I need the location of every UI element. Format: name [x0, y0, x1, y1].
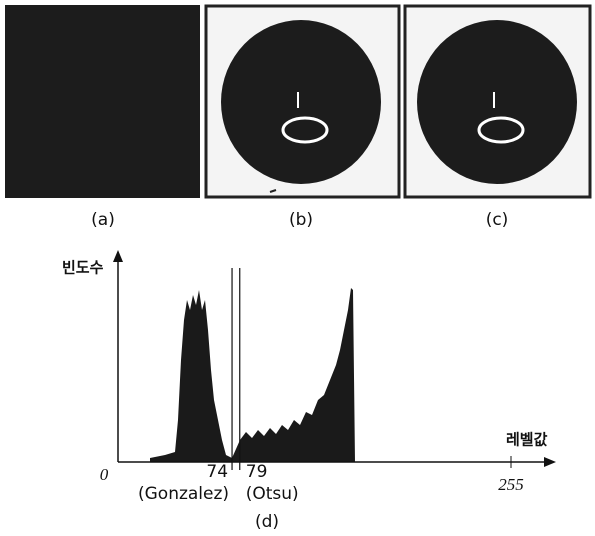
x-tick-label: 255	[498, 475, 524, 494]
x-arrow	[544, 457, 556, 467]
x-tick-label: 79	[246, 462, 268, 482]
threshold-name: (Gonzalez)	[138, 484, 229, 504]
image-c	[405, 6, 590, 197]
x-tick-label: 0	[100, 465, 109, 484]
image-b	[206, 6, 399, 197]
y-axis-label: 빈도수	[62, 259, 104, 277]
label-c: (c)	[486, 210, 509, 230]
y-arrow	[113, 250, 123, 262]
x-tick-label: 74	[206, 462, 228, 482]
label-a: (a)	[91, 210, 115, 230]
image-a	[5, 5, 200, 198]
figure: (a) (b) (c) 빈도수 레벨값 (d) 0 74(Gonzalez) 79(…	[0, 0, 595, 536]
threshold-name: (Otsu)	[246, 484, 299, 504]
histogram-shape	[150, 288, 355, 462]
label-b: (b)	[289, 210, 313, 230]
x-axis-label: 레벨값	[506, 431, 548, 449]
label-d: (d)	[255, 512, 279, 532]
